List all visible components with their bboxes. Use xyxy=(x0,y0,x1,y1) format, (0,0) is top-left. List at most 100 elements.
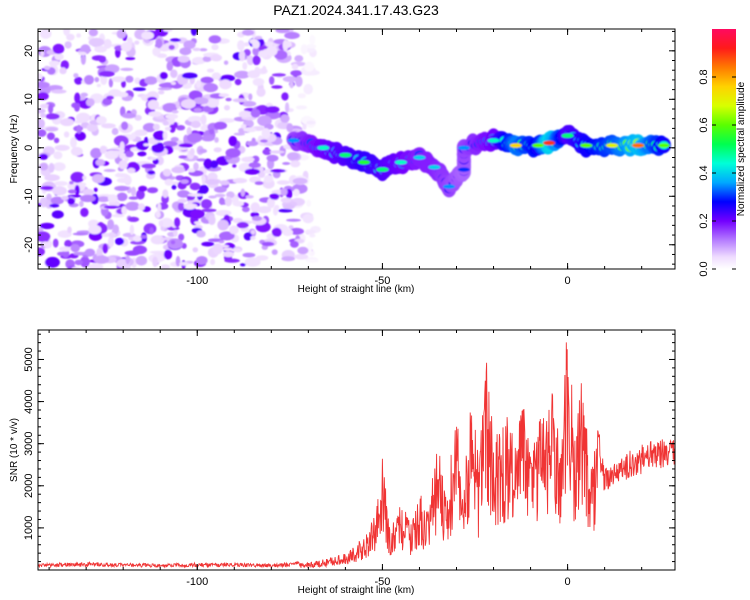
heatmap-cell xyxy=(152,47,161,57)
heatmap-cell xyxy=(233,132,246,136)
heatmap-cell xyxy=(116,172,121,178)
heatmap-cell xyxy=(54,181,68,186)
heatmap-cell xyxy=(243,42,250,47)
heatmap-cell xyxy=(561,133,574,138)
heatmap-cell xyxy=(165,113,179,120)
heatmap-cell xyxy=(232,164,237,168)
heatmap-cell xyxy=(252,78,265,86)
heatmap-cell xyxy=(71,266,81,269)
heatmap-cell xyxy=(74,103,80,112)
heatmap-cell xyxy=(52,238,59,248)
heatmap-cell xyxy=(243,232,253,241)
heatmap-cell xyxy=(95,159,105,166)
heatmap-cell xyxy=(302,213,314,224)
heatmap-cell xyxy=(73,251,87,256)
heatmap-cell xyxy=(291,63,299,70)
heatmap-cell xyxy=(64,239,72,248)
heatmap-cell xyxy=(187,115,203,123)
heatmap-cell xyxy=(148,111,162,117)
heatmap-cell xyxy=(90,147,102,159)
heatmap-cell xyxy=(224,196,232,207)
colorbar-gradient xyxy=(712,29,736,269)
heatmap-cell xyxy=(177,198,187,203)
heatmap-cell xyxy=(252,55,261,66)
heatmap-cell xyxy=(152,123,160,131)
heatmap-cell xyxy=(206,68,215,73)
heatmap-cell xyxy=(339,152,352,158)
heatmap-cell xyxy=(394,160,407,165)
heatmap-cell xyxy=(176,125,186,131)
heatmap-cell xyxy=(287,138,300,143)
heatmap-cell xyxy=(171,166,186,174)
heatmap-cell xyxy=(295,76,303,87)
heatmap-cell xyxy=(285,102,290,113)
heatmap-cell xyxy=(70,171,85,183)
heatmap-cell xyxy=(137,151,147,157)
colorbar-ticks: 0.0 0.2 0.4 0.6 0.8 xyxy=(698,69,736,277)
heatmap-cell xyxy=(143,143,150,147)
heatmap-cell xyxy=(43,65,51,70)
heatmap-cell xyxy=(297,93,306,99)
heatmap-cell xyxy=(214,121,227,130)
heatmap-cell xyxy=(91,174,105,184)
heatmap-cell xyxy=(306,199,312,207)
heatmap-cell xyxy=(135,255,148,266)
heatmap-cell xyxy=(357,160,370,165)
heatmap-cell xyxy=(270,169,286,173)
heatmap-cell xyxy=(132,245,147,255)
spectrogram-signal-ridge xyxy=(286,124,671,198)
heatmap-cell xyxy=(72,232,89,236)
heatmap-cell xyxy=(229,225,239,235)
heatmap-cell xyxy=(85,98,95,107)
heatmap-cell xyxy=(244,257,261,267)
heatmap-cell xyxy=(171,110,179,114)
heatmap-cell xyxy=(201,175,206,185)
heatmap-cell xyxy=(122,112,136,119)
heatmap-cell xyxy=(108,89,122,97)
y-tick-label: 0 xyxy=(23,145,35,151)
heatmap-cell xyxy=(80,92,88,98)
heatmap-cell xyxy=(39,162,49,171)
heatmap-cell xyxy=(152,256,159,268)
heatmap-cell xyxy=(130,186,137,197)
heatmap-cell xyxy=(134,114,142,121)
heatmap-cell xyxy=(232,217,243,224)
heatmap-cell xyxy=(124,156,129,162)
heatmap-cell xyxy=(147,170,155,175)
heatmap-cell xyxy=(246,140,259,147)
heatmap-cell xyxy=(53,151,63,160)
heatmap-cell xyxy=(262,65,267,74)
heatmap-cell xyxy=(230,248,242,252)
heatmap-cell xyxy=(175,100,180,109)
heatmap-cell xyxy=(223,60,229,65)
heatmap-cell xyxy=(214,186,227,193)
heatmap-cell xyxy=(70,146,83,156)
heatmap-cell xyxy=(173,229,178,237)
heatmap-cell xyxy=(159,72,168,80)
heatmap-cell xyxy=(208,214,216,226)
heatmap-cell xyxy=(250,236,256,240)
heatmap-cell xyxy=(134,77,141,85)
heatmap-cell xyxy=(177,55,190,63)
heatmap-cell xyxy=(108,78,113,88)
heatmap-cell xyxy=(276,180,290,185)
heatmap-cell xyxy=(127,167,136,174)
heatmap-cell xyxy=(251,216,263,221)
heatmap-cell xyxy=(38,81,50,88)
heatmap-cell xyxy=(162,131,168,140)
heatmap-cell xyxy=(297,246,309,255)
heatmap-cell xyxy=(193,107,202,113)
heatmap-cell xyxy=(164,126,172,131)
heatmap-cell xyxy=(254,35,263,40)
heatmap-cell xyxy=(509,143,522,148)
heatmap-cell xyxy=(195,80,202,88)
heatmap-cell xyxy=(162,140,178,147)
heatmap-cell xyxy=(48,103,54,114)
heatmap-cell xyxy=(134,129,148,136)
heatmap-cell xyxy=(57,251,65,256)
heatmap-cell xyxy=(247,70,260,79)
heatmap-cell xyxy=(210,160,219,169)
heatmap-cell xyxy=(84,75,94,85)
heatmap-cell xyxy=(281,256,296,262)
